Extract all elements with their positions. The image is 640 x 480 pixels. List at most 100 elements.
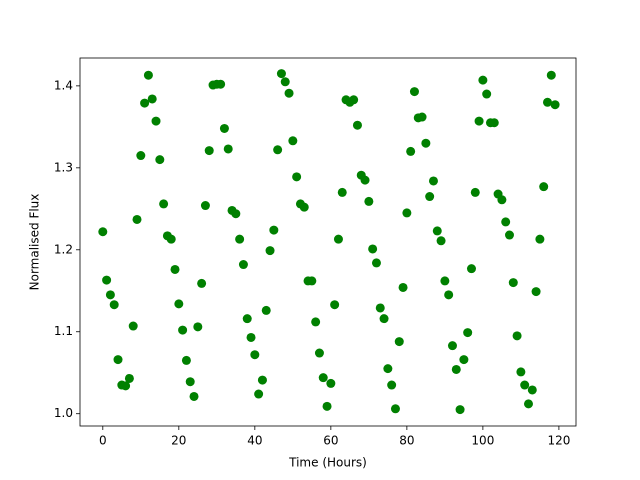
point	[98, 227, 108, 237]
point	[200, 201, 210, 211]
point	[102, 275, 112, 285]
point	[128, 321, 138, 331]
point	[466, 264, 476, 274]
point	[512, 331, 522, 341]
point	[181, 355, 191, 365]
point	[166, 234, 176, 244]
point	[284, 88, 294, 98]
point	[113, 355, 123, 365]
x-tick-label: 20	[171, 434, 186, 448]
x-tick-label: 120	[547, 434, 570, 448]
point	[189, 391, 199, 401]
point	[246, 332, 256, 342]
point	[360, 175, 370, 185]
point	[151, 116, 161, 126]
point	[197, 278, 207, 288]
point	[390, 404, 400, 414]
point	[318, 373, 328, 383]
point	[409, 87, 419, 97]
point	[136, 151, 146, 161]
point	[489, 118, 499, 128]
point	[337, 187, 347, 197]
point	[311, 317, 321, 327]
point	[349, 95, 359, 105]
point	[124, 373, 134, 383]
point	[447, 341, 457, 351]
point	[387, 380, 397, 390]
point	[132, 214, 142, 224]
point	[280, 77, 290, 87]
point	[109, 300, 119, 310]
point	[497, 195, 507, 205]
point	[155, 155, 165, 165]
point	[428, 176, 438, 186]
y-tick-label: 1.3	[54, 160, 73, 174]
y-axis-label: Normalised Flux	[28, 194, 42, 291]
point	[292, 172, 302, 182]
x-tick-label: 100	[471, 434, 494, 448]
point	[421, 138, 431, 148]
point	[539, 182, 549, 192]
point	[204, 146, 214, 156]
x-tick-label: 80	[399, 434, 414, 448]
point	[542, 97, 552, 107]
point	[326, 378, 336, 388]
point	[470, 187, 480, 197]
point	[444, 290, 454, 300]
point	[535, 234, 545, 244]
point	[394, 337, 404, 347]
point	[307, 276, 317, 286]
point	[474, 116, 484, 126]
point	[147, 94, 157, 104]
point	[254, 389, 264, 399]
point	[463, 328, 473, 338]
point	[550, 100, 560, 110]
point	[520, 380, 530, 390]
point	[159, 199, 169, 209]
point	[185, 377, 195, 387]
point	[273, 145, 283, 155]
point	[223, 144, 233, 154]
point	[406, 146, 416, 156]
x-axis-label: Time (Hours)	[288, 456, 367, 470]
point	[330, 300, 340, 310]
point	[398, 282, 408, 292]
point	[383, 364, 393, 374]
point	[174, 299, 184, 309]
point	[140, 98, 150, 108]
point	[531, 287, 541, 297]
point	[508, 278, 518, 288]
x-tick-label: 40	[247, 434, 262, 448]
point	[516, 367, 526, 377]
point	[121, 381, 131, 391]
point	[238, 260, 248, 270]
point	[276, 69, 286, 79]
point	[143, 70, 153, 80]
y-tick-label: 1.4	[54, 78, 73, 92]
point	[299, 202, 309, 212]
point	[352, 120, 362, 130]
point	[333, 234, 343, 244]
point	[379, 314, 389, 324]
point	[501, 217, 511, 227]
point	[417, 112, 427, 122]
point	[375, 303, 385, 313]
plot-frame	[79, 57, 577, 427]
y-tick-label: 1.0	[54, 406, 73, 420]
point	[482, 89, 492, 99]
point	[504, 230, 514, 240]
y-tick-label: 1.1	[54, 324, 73, 338]
point	[440, 276, 450, 286]
y-tick-label: 1.2	[54, 242, 73, 256]
point	[523, 399, 533, 409]
point	[455, 405, 465, 415]
point	[314, 348, 324, 358]
point	[425, 192, 435, 202]
point	[216, 79, 226, 89]
point	[368, 244, 378, 254]
point	[527, 385, 537, 395]
point	[371, 258, 381, 268]
point	[219, 123, 229, 133]
point	[193, 322, 203, 332]
